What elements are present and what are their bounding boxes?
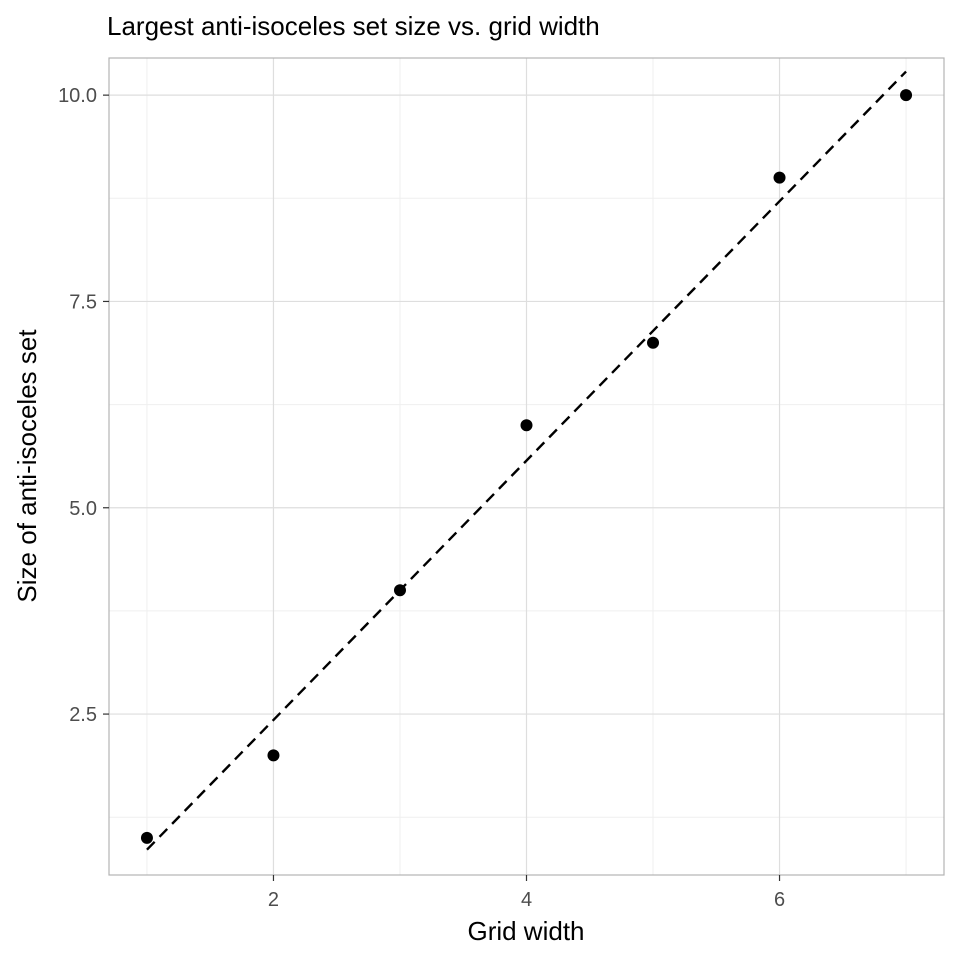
x-axis-title: Grid width bbox=[467, 916, 584, 946]
chart-title: Largest anti-isoceles set size vs. grid … bbox=[107, 11, 600, 41]
trend-line bbox=[146, 70, 907, 851]
data-point bbox=[393, 584, 406, 597]
y-tick-label: 5.0 bbox=[69, 498, 97, 520]
data-point bbox=[520, 419, 533, 432]
y-tick-label: 2.5 bbox=[69, 704, 97, 726]
data-points bbox=[140, 89, 913, 844]
data-point bbox=[900, 89, 913, 102]
y-axis-title: Size of anti-isoceles set bbox=[12, 329, 42, 603]
major-gridlines bbox=[109, 58, 944, 875]
y-axis-ticks: 2.5 5.0 7.5 10.0 bbox=[58, 85, 109, 726]
x-axis-ticks: 2 4 6 bbox=[268, 875, 785, 911]
x-tick-label: 2 bbox=[268, 889, 279, 911]
data-point bbox=[267, 749, 280, 762]
trend-line-layer bbox=[146, 70, 907, 851]
x-tick-label: 4 bbox=[521, 889, 532, 911]
data-point bbox=[647, 336, 660, 349]
y-tick-label: 10.0 bbox=[58, 85, 97, 107]
y-tick-label: 7.5 bbox=[69, 291, 97, 313]
data-point bbox=[140, 831, 153, 844]
x-tick-label: 6 bbox=[774, 889, 785, 911]
data-point bbox=[773, 171, 786, 184]
